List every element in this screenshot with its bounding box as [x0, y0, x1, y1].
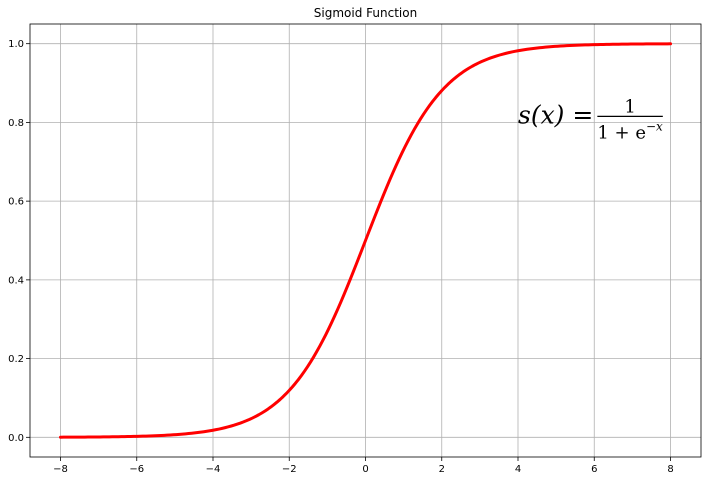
formula-denominator-exponent: −x [646, 119, 663, 133]
formula-numerator: 1 [624, 96, 635, 117]
x-tick-label: 4 [515, 464, 521, 475]
y-tick-label: 0.6 [8, 197, 24, 208]
formula-denominator: 1 + e−x [597, 119, 663, 143]
series-line-sigmoid [59, 42, 672, 439]
x-tick-label: −8 [53, 464, 68, 475]
x-tick-label: 6 [591, 464, 597, 475]
x-tick-label: 2 [439, 464, 445, 475]
x-tick-label: −6 [129, 464, 144, 475]
y-tick-label: 0.8 [8, 118, 24, 129]
x-tick-label: 0 [362, 464, 368, 475]
y-axis-ticks: 0.0 0.2 0.4 0.6 0.8 1.0 [8, 39, 30, 444]
y-tick-label: 0.4 [8, 275, 24, 286]
y-tick-label: 0.2 [8, 354, 24, 365]
y-tick-label: 0.0 [8, 433, 24, 444]
formula-lhs: s(x) = [518, 100, 593, 129]
formula-annotation: s(x) = 1 1 + e−x [518, 96, 663, 143]
x-axis-ticks: −8 −6 −4 −2 0 2 4 6 8 [53, 457, 674, 475]
x-tick-label: 8 [667, 464, 673, 475]
formula-denominator-base: 1 + e [597, 122, 646, 143]
y-tick-label: 1.0 [8, 39, 24, 50]
x-tick-label: −4 [206, 464, 221, 475]
chart-title: Sigmoid Function [314, 6, 417, 20]
x-tick-label: −2 [282, 464, 297, 475]
